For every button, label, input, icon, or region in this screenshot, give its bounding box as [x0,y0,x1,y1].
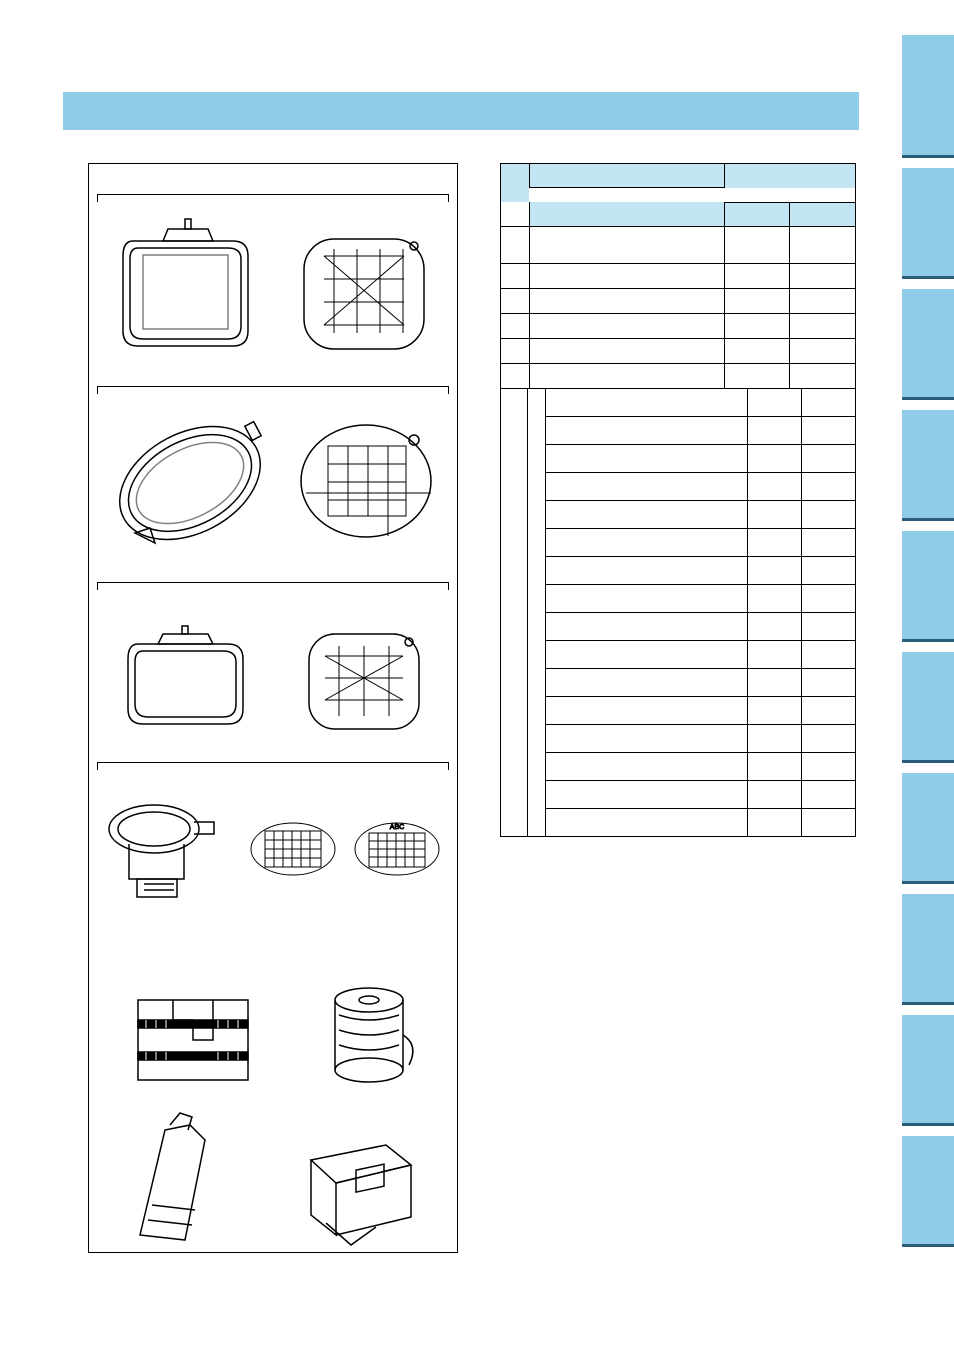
table-row [545,556,855,584]
side-tab-4[interactable] [902,410,954,518]
table-header-row-2 [501,202,855,226]
side-tab-7[interactable] [902,773,954,881]
oil-tube-icon [110,1105,260,1255]
table-row [501,263,855,288]
table-row [501,226,855,263]
page: ABC [0,0,954,1349]
subtable-body [545,389,855,836]
cap-frame-bracket-icon [99,784,239,914]
section-5 [97,954,449,1250]
table-row [501,363,855,388]
section-2 [97,386,449,558]
section-3 [97,582,449,754]
subtable-wrap [501,388,855,836]
table-row [545,528,855,556]
small-hoop-frame-icon [108,604,268,744]
oval-grid-small-a-icon [243,809,343,889]
side-tab-9[interactable] [902,1015,954,1123]
th-code-group [724,164,855,188]
subtable-no-col [501,389,528,836]
section-3-bracket [97,582,449,590]
oval-grid-small-b-icon: ABC [347,809,447,889]
table-row [545,500,855,528]
table-row [545,668,855,696]
stabilizer-strip-icon [118,980,268,1100]
header-bar [63,92,859,130]
table-row [545,416,855,444]
th-name-2 [529,202,724,226]
section-4-bracket [97,762,449,770]
side-tab-8[interactable] [902,894,954,1002]
table-header-row-1 [501,164,855,202]
small-grid-template-icon [289,604,439,744]
table-row [545,472,855,500]
table-row [545,780,855,808]
table-row [501,288,855,313]
table-row [545,444,855,472]
parts-table [500,163,856,837]
side-tab-10[interactable] [902,1136,954,1244]
side-tab-6[interactable] [902,652,954,760]
table-row [545,640,855,668]
th-name [529,164,724,188]
oval-hoop-frame-icon [100,393,280,563]
side-tab-3[interactable] [902,289,954,397]
section-1-bracket [97,194,449,202]
square-grid-template-icon [284,211,444,361]
left-illustration-column: ABC [88,163,458,1253]
thread-spool-icon [309,975,429,1105]
table-row [545,696,855,724]
section-4: ABC [97,762,449,924]
th-no [501,164,529,202]
side-tab-1[interactable] [902,35,954,155]
subtable-indent [528,389,545,836]
table-row [545,612,855,640]
svg-text:ABC: ABC [390,824,404,831]
table-row [501,313,855,338]
table-row [545,724,855,752]
square-hoop-frame-icon [103,211,273,361]
table-row [545,389,855,416]
th-code-b [789,202,855,226]
side-tab-5[interactable] [902,531,954,639]
table-row [501,338,855,363]
table-row [545,584,855,612]
manual-disc-case-icon [286,1105,436,1255]
side-tab-2[interactable] [902,168,954,276]
table-row [545,752,855,780]
section-1 [97,194,449,366]
th-code-a [724,202,790,226]
table-row [545,808,855,836]
oval-grid-template-icon [286,398,446,558]
